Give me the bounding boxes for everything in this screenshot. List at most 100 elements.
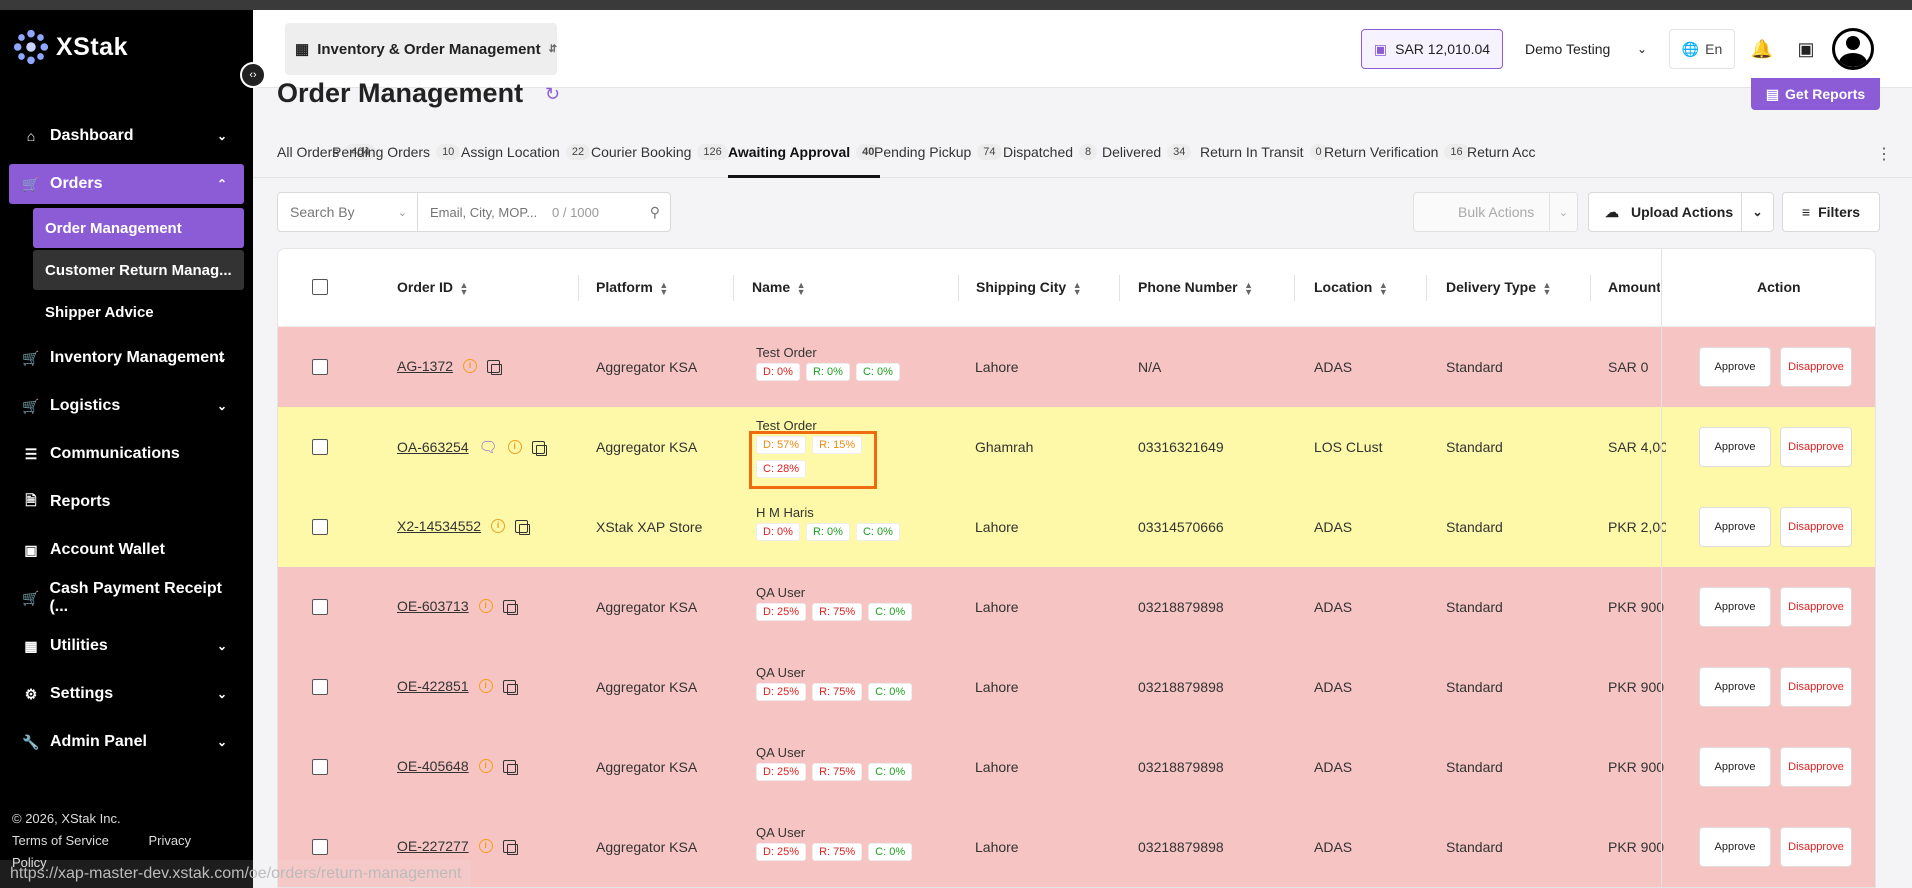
column-header-amount[interactable]: Amount — [1608, 279, 1660, 295]
sidebar-subitem[interactable]: Customer Return Manag... — [33, 250, 244, 290]
sidebar-item-dashboard[interactable]: ⌂ Dashboard ⌄ — [0, 112, 253, 160]
column-header-shipping-city[interactable]: Shipping City ▲▼ — [976, 279, 1082, 295]
disapprove-button[interactable]: Disapprove — [1780, 347, 1852, 387]
sidebar-item-cash-payment-receipt[interactable]: 🛒 Cash Payment Receipt (... — [0, 574, 253, 622]
column-header-phone-number[interactable]: Phone Number ▲▼ — [1138, 279, 1254, 295]
terms-link[interactable]: Terms of Service — [12, 833, 109, 848]
search-field[interactable]: 0 / 1000 ⚲ — [418, 193, 670, 231]
sidebar-item-communications[interactable]: ☰ Communications — [0, 430, 253, 478]
table-row[interactable]: OA-663254 🗨 i Aggregator KSA Test Order D: 57… — [278, 407, 1875, 487]
order-id-link[interactable]: OE-422851 — [397, 678, 469, 694]
table-row[interactable]: OE-603713 i Aggregator KSA QA User D: 25% R: … — [278, 567, 1875, 647]
bell-icon[interactable]: 🔔 — [1750, 38, 1774, 59]
chat-icon[interactable]: 🗨 — [478, 439, 498, 456]
copy-icon[interactable] — [515, 519, 531, 535]
row-checkbox[interactable] — [312, 439, 328, 455]
robot-icon[interactable]: ▣ — [1797, 38, 1815, 59]
approve-button[interactable]: Approve — [1699, 427, 1771, 467]
sidebar-subitem[interactable]: Order Management — [33, 208, 244, 248]
copy-icon[interactable] — [531, 440, 547, 456]
table-row[interactable]: OE-405648 i Aggregator KSA QA User D: 25% R: … — [278, 727, 1875, 807]
tab-return-acc[interactable]: Return Acc — [1467, 144, 1535, 178]
copy-icon[interactable] — [502, 679, 518, 695]
tab-awaiting-approval[interactable]: Awaiting Approval 40 — [728, 144, 881, 178]
order-id-link[interactable]: OE-405648 — [397, 758, 469, 774]
sort-icon[interactable]: ▲▼ — [658, 280, 669, 294]
disapprove-button[interactable]: Disapprove — [1780, 587, 1852, 627]
select-all-checkbox[interactable] — [312, 279, 328, 295]
upload-actions-button[interactable]: ☁ Upload Actions ⌄ — [1588, 192, 1774, 232]
info-icon[interactable]: i — [478, 599, 493, 613]
get-reports-button[interactable]: ▤ Get Reports — [1751, 78, 1880, 110]
search-icon[interactable]: ⚲ — [649, 203, 660, 220]
info-icon[interactable]: i — [507, 440, 522, 454]
column-header-order-id[interactable]: Order ID ▲▼ — [397, 279, 469, 295]
privacy-link[interactable]: Privacy Policy — [12, 833, 192, 870]
sidebar-collapse-button[interactable]: ‹› — [240, 62, 266, 88]
sidebar-subitem[interactable]: Shipper Advice — [45, 303, 154, 321]
tab-dispatched[interactable]: Dispatched 8 — [1003, 144, 1098, 178]
logo[interactable]: XStak — [12, 28, 128, 66]
copy-icon[interactable] — [487, 359, 503, 375]
bulk-actions-button[interactable]: Bulk Actions ⌄ — [1413, 192, 1578, 232]
order-id-link[interactable]: OA-663254 — [397, 439, 469, 455]
copy-icon[interactable] — [502, 759, 518, 775]
row-checkbox[interactable] — [312, 839, 328, 855]
tab-return-verification[interactable]: Return Verification 16 — [1324, 144, 1469, 178]
tab-all-orders[interactable]: All Orders 404 — [277, 144, 376, 178]
approve-button[interactable]: Approve — [1699, 347, 1771, 387]
language-selector[interactable]: 🌐 En — [1669, 29, 1735, 69]
info-icon[interactable]: i — [491, 519, 506, 533]
avatar[interactable] — [1832, 28, 1874, 70]
tab-courier-booking[interactable]: Courier Booking 126 — [591, 144, 728, 178]
column-header-location[interactable]: Location ▲▼ — [1314, 279, 1388, 295]
search-by-select[interactable]: Search By ⌄ — [278, 193, 418, 231]
info-icon[interactable]: i — [478, 759, 493, 773]
account-selector[interactable]: Demo Testing ⌄ — [1513, 29, 1661, 69]
sort-icon[interactable]: ▲▼ — [1243, 280, 1254, 294]
chevron-down-icon[interactable]: ⌄ — [1549, 193, 1577, 231]
sidebar-item-orders[interactable]: 🛒 Orders ⌃ — [9, 164, 244, 204]
copy-icon[interactable] — [502, 599, 518, 615]
chevron-down-icon[interactable]: ⌄ — [1741, 193, 1773, 231]
filters-button[interactable]: ≡ Filters — [1782, 192, 1880, 232]
copy-icon[interactable] — [502, 839, 518, 855]
sidebar-item-logistics[interactable]: 🛒 Logistics ⌄ — [0, 382, 253, 430]
sort-icon[interactable]: ▲▼ — [1072, 280, 1083, 294]
order-id-link[interactable]: AG-1372 — [397, 358, 454, 374]
tab-pending-pickup[interactable]: Pending Pickup 74 — [874, 144, 1002, 178]
table-row[interactable]: OE-227277 i Aggregator KSA QA User D: 25% R: … — [278, 807, 1875, 887]
sidebar-item-utilities[interactable]: ▦ Utilities ⌄ — [0, 622, 253, 670]
approve-button[interactable]: Approve — [1699, 507, 1771, 547]
sidebar-item-inventory-management[interactable]: 🛒 Inventory Management ⌄ — [0, 334, 253, 382]
row-checkbox[interactable] — [312, 599, 328, 615]
table-row[interactable]: AG-1372 i Aggregator KSA Test Order D: 0% R: … — [278, 327, 1875, 407]
table-row[interactable]: X2-14534552 i XStak XAP Store H M Haris D: 0… — [278, 487, 1875, 567]
tab-assign-location[interactable]: Assign Location 22 — [461, 144, 591, 178]
sidebar-item-settings[interactable]: ⚙ Settings ⌄ — [0, 670, 253, 718]
table-row[interactable]: OE-422851 i Aggregator KSA QA User D: 25% R: … — [278, 647, 1875, 727]
sort-icon[interactable]: ▲▼ — [1542, 280, 1553, 294]
approve-button[interactable]: Approve — [1699, 587, 1771, 627]
approve-button[interactable]: Approve — [1699, 827, 1771, 867]
search-input[interactable] — [430, 204, 540, 220]
sort-icon[interactable]: ▲▼ — [459, 280, 470, 294]
sidebar-item-admin-panel[interactable]: 🔧 Admin Panel ⌄ — [0, 718, 253, 766]
sidebar-item-reports[interactable]: 🗎 Reports — [0, 478, 253, 526]
disapprove-button[interactable]: Disapprove — [1780, 827, 1852, 867]
info-icon[interactable]: i — [478, 679, 493, 693]
tab-pending-orders[interactable]: Pending Orders 10 — [332, 144, 461, 178]
sort-icon[interactable]: ▲▼ — [796, 280, 807, 294]
row-checkbox[interactable] — [312, 359, 328, 375]
column-header-delivery-type[interactable]: Delivery Type ▲▼ — [1446, 279, 1552, 295]
order-id-link[interactable]: OE-227277 — [397, 838, 469, 854]
sort-icon[interactable]: ▲▼ — [1378, 280, 1389, 294]
order-id-link[interactable]: X2-14534552 — [397, 518, 482, 534]
info-icon[interactable]: i — [463, 359, 478, 373]
row-checkbox[interactable] — [312, 759, 328, 775]
order-id-link[interactable]: OE-603713 — [397, 598, 469, 614]
column-header-platform[interactable]: Platform ▲▼ — [596, 279, 669, 295]
disapprove-button[interactable]: Disapprove — [1780, 667, 1852, 707]
tab-return-in-transit[interactable]: Return In Transit 0 — [1200, 144, 1328, 178]
disapprove-button[interactable]: Disapprove — [1780, 427, 1852, 467]
